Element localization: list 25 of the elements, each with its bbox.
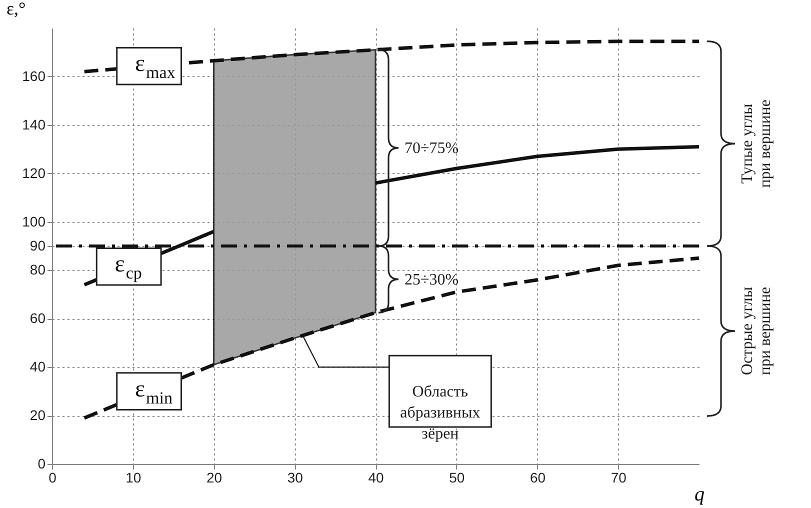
x-tick-label: 20 <box>206 470 222 486</box>
x-tick-label: 40 <box>368 470 384 486</box>
annotation: 25÷30% <box>404 271 459 288</box>
annotation: 70÷75% <box>404 140 459 157</box>
band-label: Область абразивных зёрен <box>400 383 480 442</box>
y-tick-label: 120 <box>22 164 46 181</box>
x-tick-label: 70 <box>610 470 627 486</box>
x-tick-label: 30 <box>287 470 304 486</box>
x-axis-title: q <box>694 484 704 506</box>
x-tick-label: 60 <box>530 470 546 486</box>
y-axis-title: ε,° <box>6 0 26 18</box>
y-tick-label: 80 <box>30 262 46 278</box>
text: Тупые углы при вершине <box>739 100 774 188</box>
y-tick-label: 160 <box>22 68 46 84</box>
y-tick-label: 0 <box>38 456 46 472</box>
y-tick-label: 60 <box>30 310 46 326</box>
x-tick-label: 0 <box>48 470 57 486</box>
text: Острые углы при вершине <box>739 286 774 376</box>
x-tick-label: 50 <box>449 470 465 486</box>
y-tick-label: 20 <box>30 407 46 424</box>
y-tick-label: 90 <box>30 238 46 254</box>
x-tick-label: 10 <box>126 470 142 486</box>
y-tick-label: 100 <box>22 213 46 230</box>
y-tick-label: 140 <box>22 116 46 132</box>
y-tick-label: 40 <box>30 358 46 375</box>
